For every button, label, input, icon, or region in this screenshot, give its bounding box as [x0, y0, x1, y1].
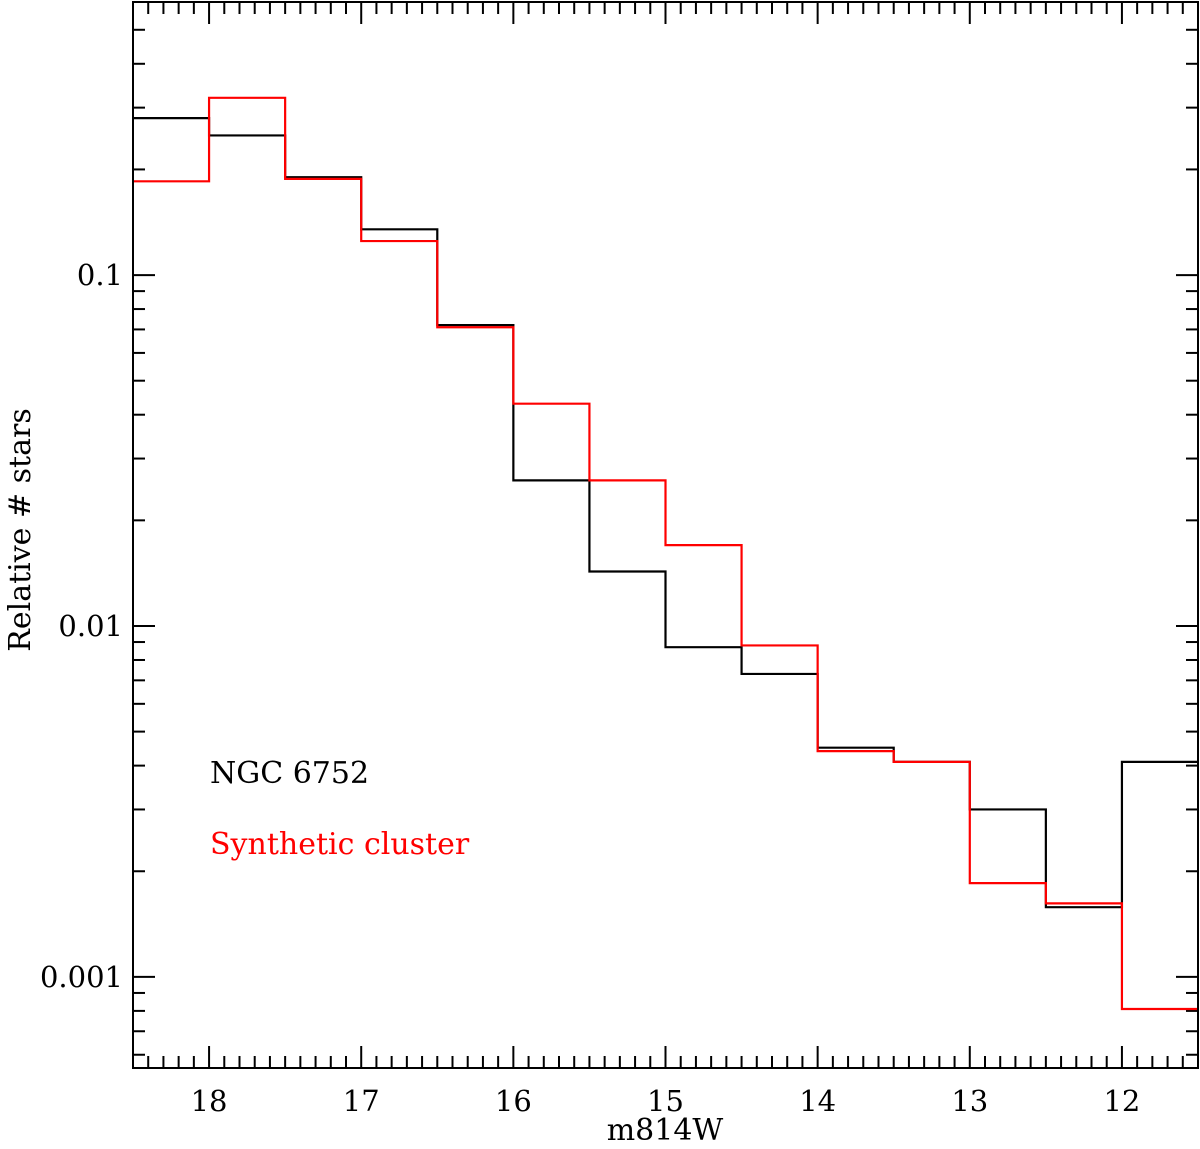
x-tick-label: 14 — [799, 1084, 836, 1118]
legend-label-synthetic-cluster: Synthetic cluster — [210, 827, 470, 862]
x-tick-label: 12 — [1103, 1084, 1140, 1118]
y-tick-label: 0.01 — [58, 609, 123, 643]
series-line-ngc-6752 — [133, 117, 1198, 909]
y-tick-label: 0.1 — [77, 258, 123, 292]
legend-label-ngc-6752: NGC 6752 — [210, 756, 369, 791]
y-axis-ticks: 0.1 0.01 0.001 — [40, 28, 1198, 1056]
x-tick-label: 17 — [343, 1084, 380, 1118]
x-tick-label: 16 — [495, 1084, 532, 1118]
x-axis-title: m814W — [607, 1113, 724, 1148]
x-tick-label: 18 — [191, 1084, 228, 1118]
y-axis-title: Relative # stars — [3, 408, 38, 651]
y-tick-label: 0.001 — [40, 960, 123, 994]
x-tick-label: 15 — [647, 1084, 684, 1118]
plot-frame — [132, 1, 1199, 1069]
series-layer — [133, 96, 1198, 1011]
series-line-synthetic-cluster — [133, 96, 1198, 1011]
x-tick-label: 13 — [951, 1084, 988, 1118]
x-axis-ticks: 18 17 16 15 14 13 12 — [132, 2, 1199, 1118]
